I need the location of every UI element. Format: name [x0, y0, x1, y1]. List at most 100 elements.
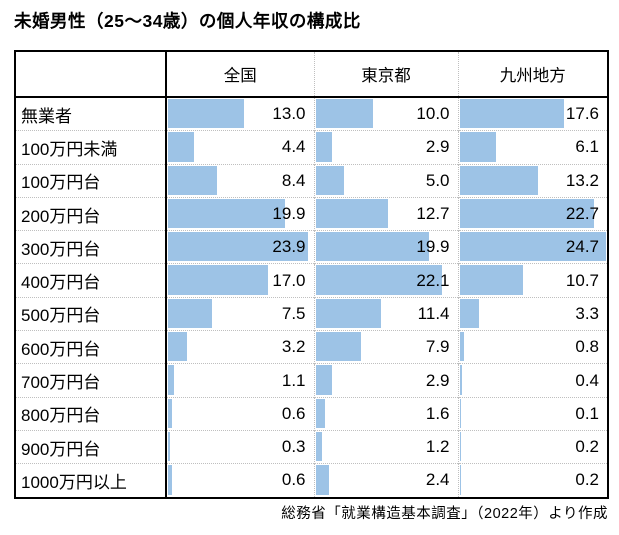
- row-label: 500万円台: [16, 296, 167, 331]
- value-text: 17.0: [272, 270, 306, 290]
- income-table: 全国 東京都 九州地方 無業者 13.0 10.0 17.6 100万円未満 4…: [16, 52, 607, 497]
- value-bar: [459, 132, 496, 162]
- value-bar: [168, 132, 194, 162]
- value-text: 13.2: [565, 170, 599, 190]
- value-text: 23.9: [272, 237, 306, 257]
- row-label: 200万円台: [16, 196, 167, 231]
- value-text: 3.3: [575, 303, 599, 323]
- value-bar: [459, 431, 461, 462]
- value-bar: [168, 165, 218, 195]
- value-text: 1.6: [425, 403, 450, 423]
- value-cell-tokyo: 12.7: [313, 196, 458, 231]
- value-bar: [315, 398, 325, 428]
- value-text: 0.8: [575, 337, 599, 357]
- value-cell-zenkoku: 8.4: [165, 163, 314, 198]
- value-text: 0.2: [575, 470, 599, 490]
- value-bar: [315, 465, 330, 495]
- value-text: 10.0: [416, 104, 450, 124]
- table-row: 700万円台 1.1 2.9 0.4: [16, 363, 607, 398]
- value-bar: [315, 198, 389, 229]
- value-bar: [459, 298, 480, 329]
- value-cell-zenkoku: 13.0: [165, 96, 314, 131]
- row-label: 900万円台: [16, 429, 167, 464]
- value-text: 0.6: [281, 470, 306, 490]
- value-cell-zenkoku: 0.3: [165, 429, 314, 464]
- value-cell-kyushu: 13.2: [457, 163, 607, 198]
- row-label: 100万円台: [16, 163, 167, 198]
- header-zenkoku: 全国: [165, 52, 314, 98]
- table-row: 900万円台 0.3 1.2 0.2: [16, 429, 607, 464]
- value-bar: [315, 431, 323, 462]
- value-cell-zenkoku: 23.9: [165, 230, 314, 264]
- value-cell-tokyo: 7.9: [313, 330, 458, 364]
- value-cell-kyushu: 0.4: [457, 363, 607, 398]
- value-cell-kyushu: 0.8: [457, 330, 607, 364]
- table-row: 600万円台 3.2 7.9 0.8: [16, 330, 607, 364]
- value-bar: [168, 298, 212, 329]
- value-cell-kyushu: 10.7: [457, 263, 607, 298]
- value-text: 6.1: [575, 137, 599, 157]
- value-cell-tokyo: 1.2: [313, 429, 458, 464]
- source-note: 総務省「就業構造基本調査」（2022年）より作成: [281, 506, 608, 522]
- value-text: 22.1: [416, 270, 450, 290]
- value-bar: [315, 232, 430, 262]
- table-row: 400万円台 17.0 22.1 10.7: [16, 263, 607, 298]
- value-bar: [459, 465, 461, 495]
- value-cell-tokyo: 22.1: [313, 263, 458, 298]
- value-cell-zenkoku: 3.2: [165, 330, 314, 364]
- row-label: 700万円台: [16, 363, 167, 398]
- value-bar: [459, 165, 538, 195]
- value-text: 13.0: [272, 104, 306, 124]
- value-text: 10.7: [565, 270, 599, 290]
- table-row: 100万円台 8.4 5.0 13.2: [16, 163, 607, 198]
- value-cell-tokyo: 11.4: [313, 296, 458, 331]
- value-text: 12.7: [416, 204, 450, 224]
- value-bar: [459, 332, 465, 362]
- value-bar: [168, 332, 187, 362]
- value-bar: [168, 265, 268, 295]
- value-text: 2.9: [425, 137, 450, 157]
- value-text: 2.4: [425, 470, 450, 490]
- value-text: 0.2: [575, 437, 599, 457]
- value-text: 17.6: [565, 104, 599, 124]
- value-bar: [315, 298, 381, 329]
- value-text: 3.2: [281, 337, 306, 357]
- table-body: 無業者 13.0 10.0 17.6 100万円未満 4.4 2.9 6.1 1: [16, 96, 607, 497]
- value-text: 2.9: [425, 370, 450, 390]
- value-text: 4.4: [281, 137, 306, 157]
- value-cell-kyushu: 22.7: [457, 196, 607, 231]
- value-cell-tokyo: 2.9: [313, 130, 458, 165]
- value-cell-tokyo: 10.0: [313, 96, 458, 131]
- row-label: 300万円台: [16, 230, 167, 264]
- header-kyushu: 九州地方: [457, 52, 607, 98]
- row-label: 100万円未満: [16, 130, 167, 165]
- table-row: 200万円台 19.9 12.7 22.7: [16, 196, 607, 231]
- table-row: 300万円台 23.9 19.9 24.7: [16, 230, 607, 264]
- value-bar: [168, 99, 245, 129]
- table-row: 100万円未満 4.4 2.9 6.1: [16, 130, 607, 165]
- value-cell-zenkoku: 7.5: [165, 296, 314, 331]
- header-empty-cell: [16, 52, 167, 98]
- value-cell-kyushu: 6.1: [457, 130, 607, 165]
- value-cell-zenkoku: 17.0: [165, 263, 314, 298]
- value-cell-kyushu: 0.2: [457, 429, 607, 464]
- value-cell-tokyo: 1.6: [313, 396, 458, 431]
- value-cell-tokyo: 2.4: [313, 463, 458, 497]
- value-cell-tokyo: 19.9: [313, 230, 458, 264]
- value-text: 8.4: [281, 170, 306, 190]
- value-text: 5.0: [425, 170, 450, 190]
- value-bar: [459, 365, 462, 395]
- value-bar: [168, 365, 175, 395]
- value-cell-tokyo: 2.9: [313, 363, 458, 398]
- value-text: 11.4: [417, 303, 450, 323]
- value-bar: [459, 99, 565, 129]
- value-bar: [168, 398, 172, 428]
- row-label: 800万円台: [16, 396, 167, 431]
- value-bar: [168, 465, 172, 495]
- value-text: 1.1: [281, 370, 306, 390]
- chart-title: 未婚男性（25～34歳）の個人年収の構成比: [14, 11, 361, 31]
- value-bar: [168, 198, 285, 229]
- value-cell-zenkoku: 0.6: [165, 396, 314, 431]
- value-text: 0.1: [575, 403, 599, 423]
